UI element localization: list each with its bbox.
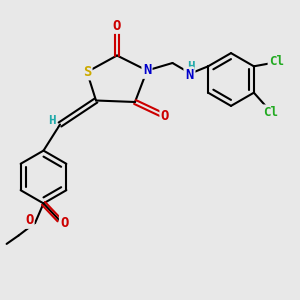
Text: N: N <box>143 64 151 77</box>
Text: S: S <box>83 65 91 79</box>
Text: Cl: Cl <box>269 55 284 68</box>
Text: O: O <box>161 109 169 122</box>
Text: N: N <box>185 68 193 82</box>
Text: O: O <box>113 19 121 32</box>
Text: O: O <box>25 214 33 227</box>
Text: Cl: Cl <box>263 106 278 119</box>
Text: H: H <box>48 114 56 128</box>
Text: H: H <box>187 60 194 74</box>
Text: O: O <box>60 216 69 230</box>
